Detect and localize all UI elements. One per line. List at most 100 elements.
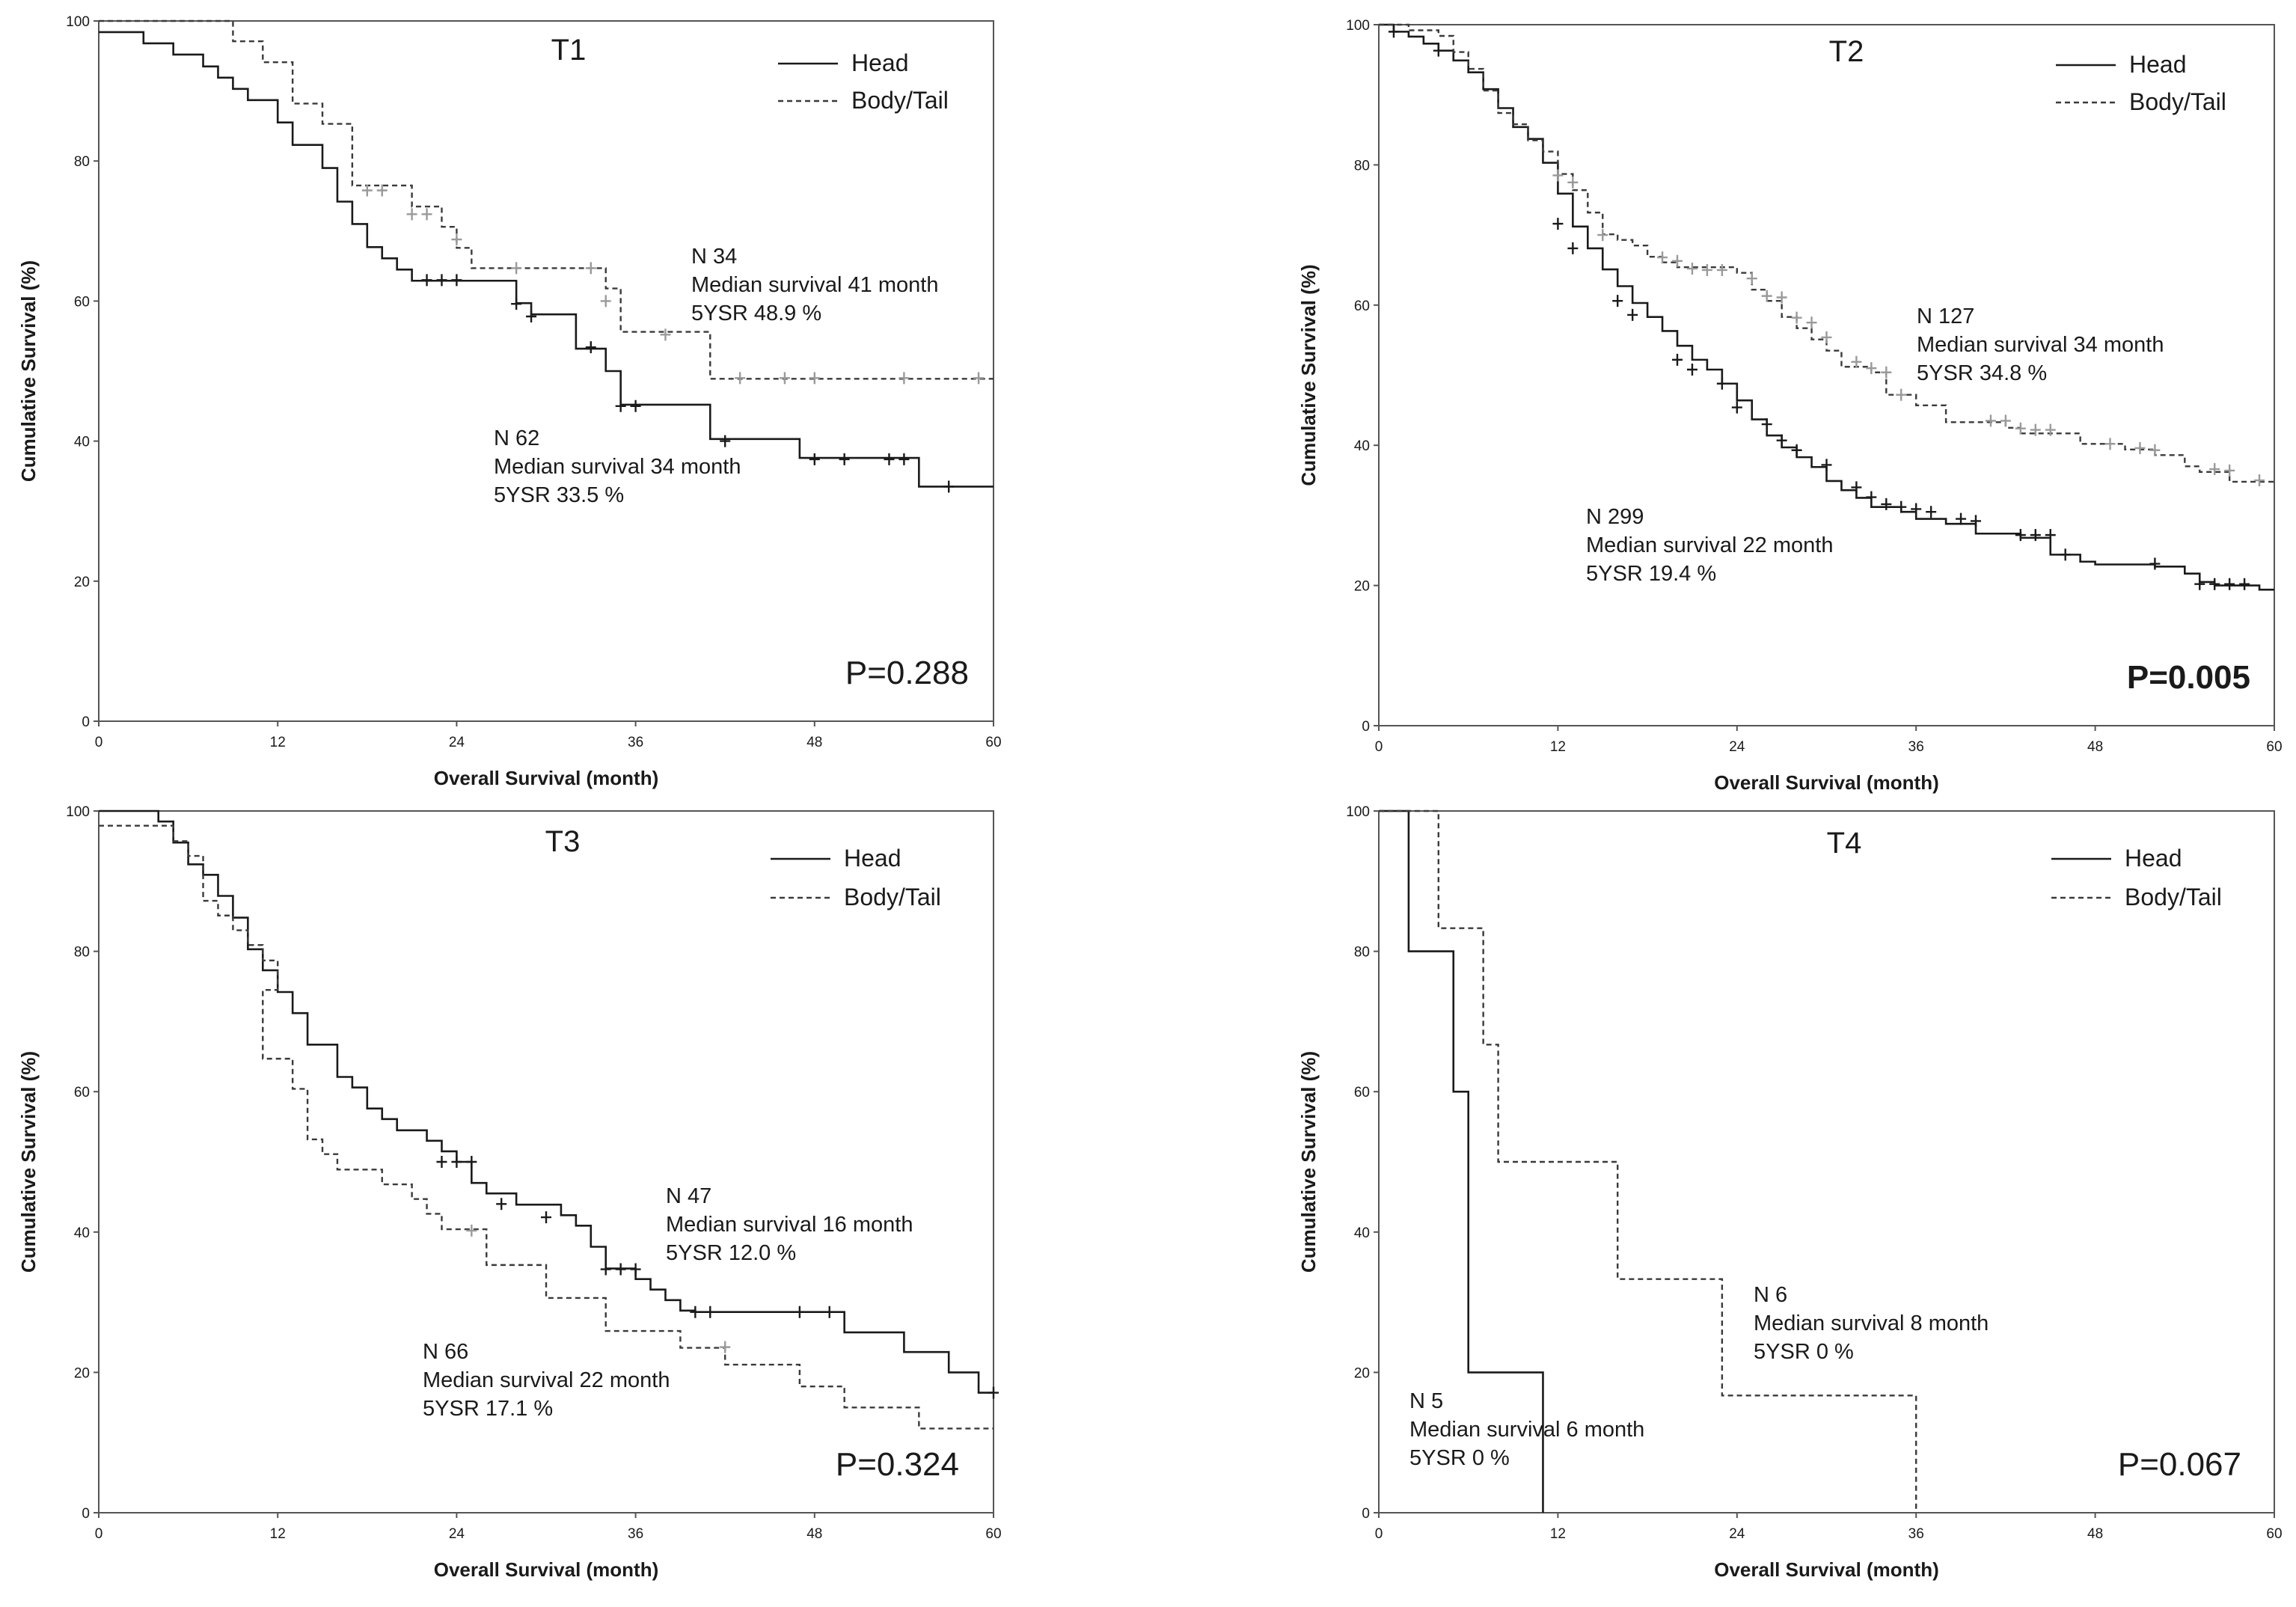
y-tick-label: 100	[1346, 18, 1370, 34]
km-curve-body-tail	[99, 19, 994, 380]
censor-mark	[406, 208, 417, 221]
censor-mark	[973, 372, 985, 385]
x-tick-label: 60	[985, 1526, 1001, 1542]
annotation-line: N 34	[691, 245, 737, 269]
y-tick-label: 40	[74, 435, 90, 450]
p-value: P=0.324	[836, 1446, 959, 1483]
censor-mark	[2149, 444, 2161, 456]
censor-mark	[1881, 366, 1892, 379]
x-tick-label: 24	[1729, 1526, 1745, 1542]
censor-mark	[2030, 423, 2041, 436]
plot-frame	[1378, 24, 2275, 726]
annotation-line: 5YSR 48.9 %	[691, 301, 821, 325]
annotation-line: Median survival 22 month	[423, 1368, 670, 1392]
x-tick-label: 48	[2087, 739, 2103, 755]
panel-title: T3	[545, 825, 581, 858]
legend-label: Head	[2125, 845, 2182, 872]
x-tick-label: 48	[806, 735, 822, 750]
censor-mark	[361, 184, 373, 197]
x-tick-label: 60	[2266, 1526, 2282, 1542]
censor-mark	[1866, 491, 1877, 503]
censor-mark	[1746, 272, 1757, 285]
x-tick-label: 12	[270, 1526, 286, 1542]
annotation-line: N 62	[494, 426, 539, 450]
censor-mark	[466, 1156, 477, 1168]
legend-label: Body/Tail	[851, 87, 949, 114]
censor-mark	[2060, 548, 2071, 561]
censor-mark	[585, 262, 596, 275]
x-tick-label: 48	[806, 1526, 822, 1542]
x-tick-label: 60	[2266, 739, 2282, 755]
plot-frame	[98, 20, 994, 722]
censor-mark	[720, 1341, 731, 1353]
y-tick-label: 20	[74, 1365, 90, 1381]
censor-mark	[511, 298, 522, 310]
censor-mark	[1806, 316, 1817, 329]
km-curve-body-tail	[99, 824, 994, 1430]
censor-mark	[436, 274, 447, 287]
censor-mark	[1956, 512, 1967, 525]
censor-mark	[2254, 474, 2265, 487]
legend-label: Head	[844, 845, 901, 872]
censor-mark	[1672, 353, 1683, 366]
censor-mark	[988, 1386, 999, 1399]
x-tick-label: 36	[1908, 1526, 1924, 1542]
y-tick-label: 100	[66, 804, 90, 820]
annotation-line: N 299	[1586, 505, 1644, 529]
censor-mark	[2045, 423, 2056, 436]
censor-mark	[1866, 362, 1877, 375]
annotation-line: 5YSR 17.1 %	[423, 1397, 553, 1421]
censor-mark	[735, 372, 746, 385]
censor-mark	[2194, 578, 2205, 590]
annotation-line: N 127	[1917, 304, 1974, 328]
y-axis-label: Cumulative Survival (%)	[17, 1051, 40, 1273]
censor-mark	[2224, 464, 2235, 477]
x-axis-label: Overall Survival (month)	[1714, 1558, 1939, 1581]
panel-title: T1	[551, 34, 587, 67]
censor-mark	[1552, 218, 1564, 230]
panel-title: T4	[1827, 827, 1862, 860]
x-tick-label: 36	[628, 735, 643, 750]
censor-mark	[1731, 401, 1742, 414]
x-tick-label: 24	[1729, 739, 1745, 755]
censor-mark	[705, 1306, 716, 1318]
annotation-line: Median survival 16 month	[666, 1213, 913, 1237]
y-axis-label: Cumulative Survival (%)	[1297, 264, 1320, 486]
km-curve-head	[99, 809, 994, 1394]
y-tick-label: 80	[74, 154, 90, 170]
censor-mark	[1552, 169, 1564, 182]
censor-mark	[1821, 331, 1832, 343]
censor-mark	[898, 372, 910, 385]
y-tick-label: 100	[66, 14, 90, 30]
censor-mark	[1851, 355, 1862, 368]
censor-mark	[1881, 498, 1892, 510]
censor-mark	[2209, 578, 2220, 590]
censor-mark	[809, 453, 820, 465]
censor-mark	[630, 1263, 641, 1276]
censor-mark	[1627, 308, 1638, 321]
y-tick-label: 0	[1362, 719, 1370, 735]
y-axis-label: Cumulative Survival (%)	[17, 260, 40, 482]
censor-mark	[615, 1263, 626, 1276]
x-tick-label: 12	[1550, 1526, 1566, 1542]
annotation-line: N 66	[423, 1340, 468, 1364]
censor-mark	[511, 262, 522, 275]
censor-mark	[1776, 291, 1787, 304]
annotation-line: N 47	[666, 1184, 711, 1208]
censor-mark	[1851, 481, 1862, 494]
x-tick-label: 0	[95, 735, 103, 750]
censor-mark	[824, 1306, 835, 1318]
km-curve-body-tail	[1379, 23, 2274, 483]
censor-mark	[720, 435, 731, 447]
censor-mark	[1985, 414, 1996, 427]
censor-mark	[451, 233, 462, 246]
y-tick-label: 60	[74, 294, 90, 310]
censor-mark	[1716, 263, 1727, 276]
censor-mark	[1388, 25, 1399, 38]
censor-mark	[2149, 557, 2161, 570]
km-curve-body-tail	[1379, 809, 1917, 1513]
annotation-line: N 5	[1409, 1389, 1443, 1413]
y-tick-label: 20	[74, 575, 90, 590]
censor-mark	[526, 310, 537, 322]
censor-mark	[496, 1198, 507, 1210]
